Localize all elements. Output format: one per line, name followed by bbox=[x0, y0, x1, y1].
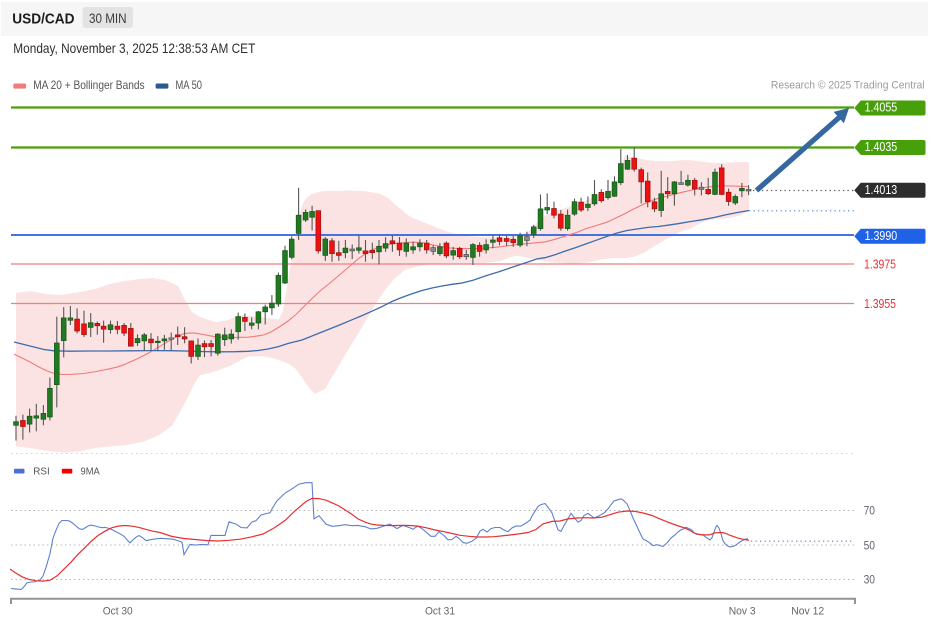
svg-text:Oct 31: Oct 31 bbox=[425, 605, 455, 617]
svg-text:1.4013: 1.4013 bbox=[865, 182, 898, 197]
svg-text:30: 30 bbox=[864, 573, 876, 587]
svg-text:Research © 2025 Trading Centra: Research © 2025 Trading Central bbox=[771, 80, 925, 92]
svg-text:70: 70 bbox=[864, 503, 876, 517]
svg-text:RSI: RSI bbox=[33, 466, 49, 477]
svg-text:1.4055: 1.4055 bbox=[865, 100, 898, 115]
svg-text:1.3975: 1.3975 bbox=[864, 256, 896, 271]
svg-text:Nov 12: Nov 12 bbox=[791, 605, 824, 617]
svg-text:MA 50: MA 50 bbox=[176, 79, 203, 92]
svg-text:1.4035: 1.4035 bbox=[865, 139, 898, 154]
svg-text:1.3955: 1.3955 bbox=[864, 296, 896, 311]
svg-text:30 MIN: 30 MIN bbox=[89, 11, 127, 26]
svg-text:1.3990: 1.3990 bbox=[865, 228, 898, 243]
svg-text:Nov 3: Nov 3 bbox=[729, 605, 756, 617]
svg-text:50: 50 bbox=[864, 538, 876, 552]
svg-text:MA 20 + Bollinger Bands: MA 20 + Bollinger Bands bbox=[33, 79, 145, 92]
svg-text:9MA: 9MA bbox=[81, 466, 100, 477]
svg-text:USD/CAD: USD/CAD bbox=[12, 10, 74, 27]
svg-text:Monday, November 3, 2025 12:38: Monday, November 3, 2025 12:38:53 AM CET bbox=[13, 41, 255, 56]
svg-text:Oct 30: Oct 30 bbox=[103, 605, 133, 617]
